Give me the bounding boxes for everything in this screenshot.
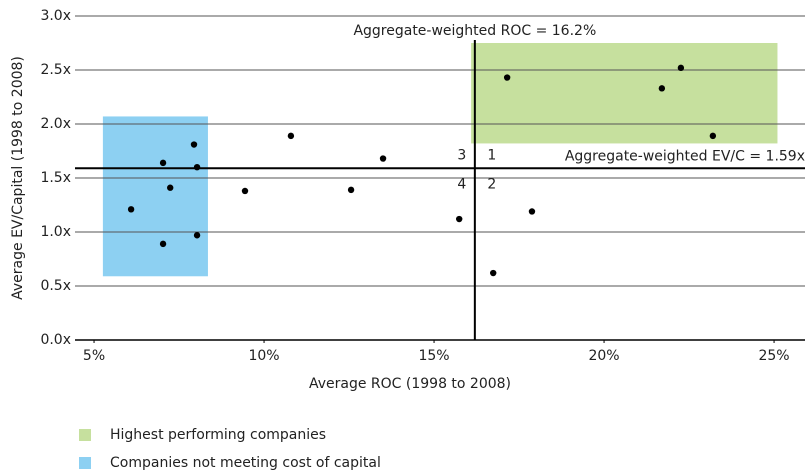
region: [471, 43, 778, 144]
point: [127, 206, 135, 213]
point: [167, 184, 174, 191]
y-tick-label: 1.0x: [40, 224, 71, 240]
point: [677, 64, 685, 72]
legend-label: Companies not meeting cost of capital: [110, 455, 381, 471]
x-tick-label: 20%: [588, 348, 619, 364]
quadrant-label: 3: [457, 147, 466, 163]
y-axis-title: Average EV/Capital (1998 to 2008): [10, 56, 26, 300]
point: [490, 269, 497, 277]
x-tick-label: 15%: [418, 348, 449, 364]
legend-swatch: [79, 457, 91, 469]
point: [709, 132, 717, 140]
reference-label: Aggregate-weighted EV/C = 1.59x: [565, 148, 805, 164]
y-tick-label: 2.5x: [40, 62, 71, 78]
x-tick-label: 10%: [248, 348, 279, 364]
x-tick-label: 25%: [758, 348, 789, 364]
point: [159, 159, 167, 167]
point: [503, 74, 511, 81]
y-tick-label: 1.5x: [40, 170, 71, 186]
point: [379, 155, 387, 162]
quadrant-label: 1: [487, 147, 496, 163]
quadrant-label: 2: [487, 176, 496, 192]
point: [190, 141, 198, 148]
legend-label: Highest performing companies: [110, 427, 326, 443]
point: [193, 164, 201, 171]
quadrant-label: 4: [457, 176, 466, 192]
point: [347, 186, 355, 194]
point: [193, 232, 201, 239]
x-tick-label: 5%: [83, 348, 105, 364]
x-axis-title: Average ROC (1998 to 2008): [309, 376, 511, 392]
point: [528, 208, 536, 215]
y-tick-label: 3.0x: [40, 8, 71, 24]
point: [159, 240, 167, 248]
region: [102, 116, 208, 277]
legend-swatch: [79, 429, 91, 441]
point: [456, 215, 463, 223]
y-tick-label: 2.0x: [40, 116, 71, 132]
y-tick-label: 0.5x: [40, 278, 71, 294]
point: [241, 187, 249, 195]
point: [658, 85, 666, 92]
point: [287, 132, 295, 140]
reference-label: Aggregate-weighted ROC = 16.2%: [353, 23, 596, 39]
y-tick-label: 0.0x: [40, 332, 71, 348]
